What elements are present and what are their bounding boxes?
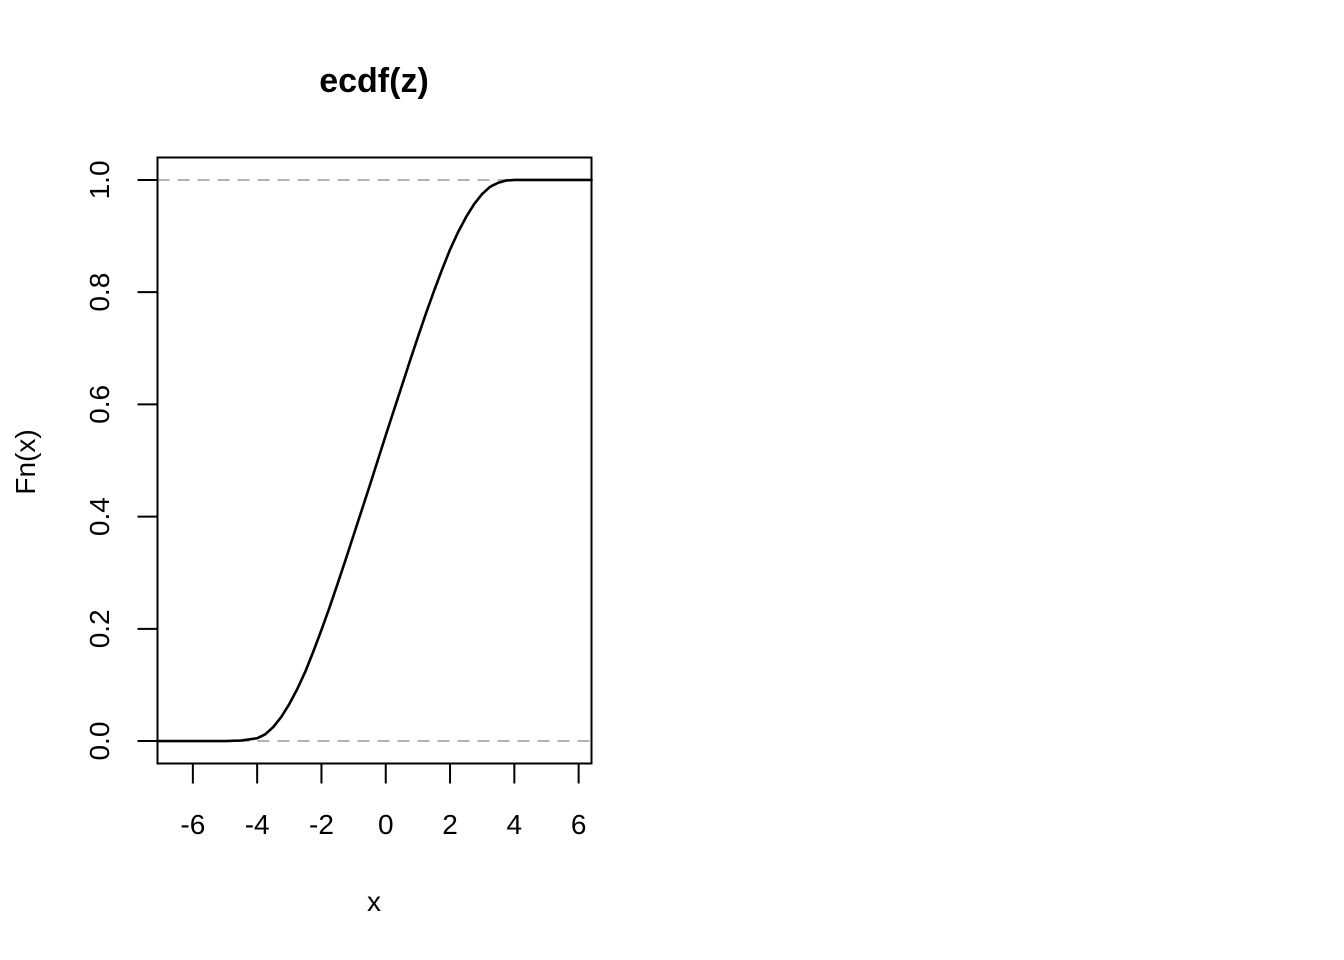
- y-tick-label: 0.4: [84, 497, 115, 536]
- x-tick-label: -6: [180, 809, 205, 840]
- x-tick-label: 4: [507, 809, 523, 840]
- y-tick-label: 1.0: [84, 160, 115, 199]
- x-tick-label: -2: [309, 809, 334, 840]
- plot-box: [156, 156, 593, 765]
- x-tick-label: 2: [442, 809, 458, 840]
- chart-title: ecdf(z): [319, 62, 429, 100]
- y-axis-label: Fn(x): [10, 429, 41, 494]
- y-tick-label: 0.0: [84, 722, 115, 761]
- y-axis: 0.0 0.2 0.4 0.6 0.8 1.0: [84, 160, 159, 761]
- reference-lines: [157, 178, 592, 743]
- x-tick-label: -4: [245, 809, 270, 840]
- x-axis: -6 -4 -2 0 2 4 6: [180, 762, 587, 840]
- y-tick-label: 0.6: [84, 385, 115, 424]
- series-layer: [156, 178, 593, 743]
- x-axis-label: x: [367, 886, 381, 917]
- ecdf-series-line: [156, 178, 593, 743]
- y-tick-label: 0.8: [84, 273, 115, 312]
- y-tick-label: 0.2: [84, 609, 115, 648]
- x-tick-label: 6: [571, 809, 587, 840]
- x-tick-label: 0: [378, 809, 394, 840]
